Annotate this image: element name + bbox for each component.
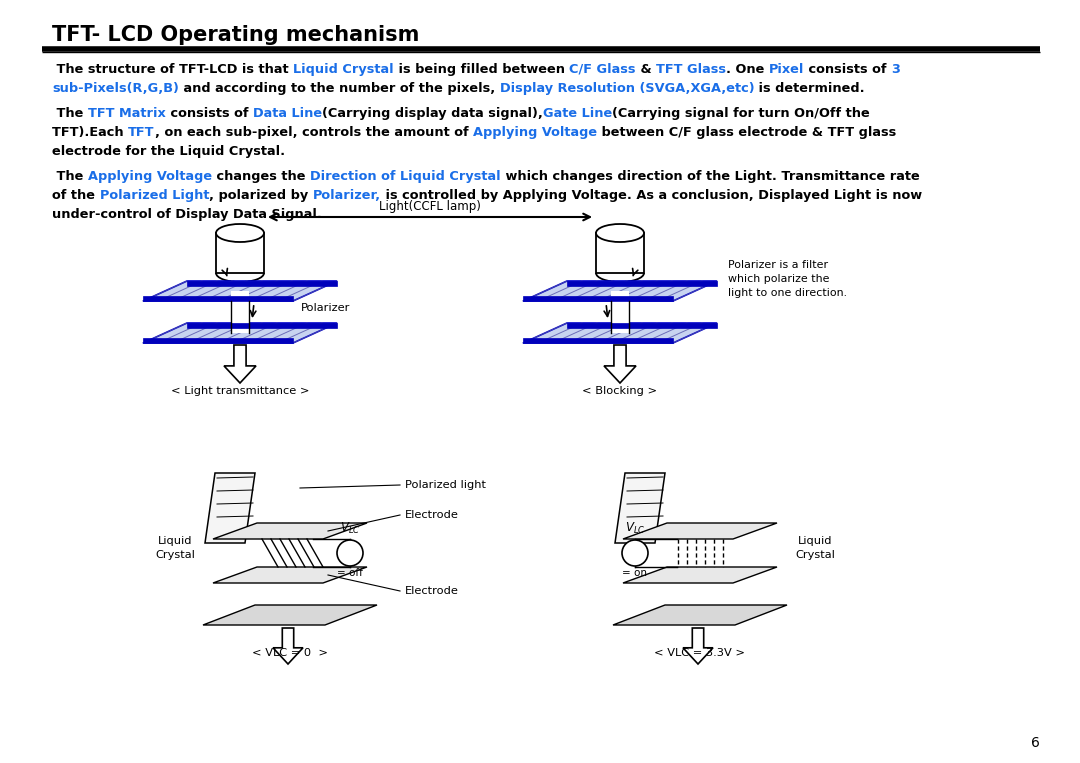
Polygon shape <box>224 345 256 383</box>
Text: &: & <box>636 63 656 76</box>
Bar <box>216 233 264 273</box>
Polygon shape <box>567 323 717 328</box>
Bar <box>231 291 249 333</box>
Text: and according to the number of the pixels,: and according to the number of the pixel… <box>179 82 500 95</box>
Text: $V_{LC}$: $V_{LC}$ <box>340 521 360 536</box>
Text: $V_{LC}$: $V_{LC}$ <box>625 521 645 536</box>
Text: consists of: consists of <box>165 107 253 120</box>
Text: , polarized by: , polarized by <box>210 189 313 202</box>
Polygon shape <box>143 296 293 301</box>
Polygon shape <box>213 567 367 583</box>
Text: Polarized light: Polarized light <box>405 480 486 490</box>
Text: Polarized Light: Polarized Light <box>99 189 210 202</box>
Text: Electrode: Electrode <box>405 586 459 596</box>
Text: The structure of TFT-LCD is that: The structure of TFT-LCD is that <box>52 63 293 76</box>
Text: = on: = on <box>622 568 648 578</box>
Text: consists of: consists of <box>805 63 891 76</box>
Polygon shape <box>213 523 367 539</box>
Text: Applying Voltage: Applying Voltage <box>87 170 212 183</box>
Text: The: The <box>52 170 87 183</box>
Text: < Blocking >: < Blocking > <box>582 386 658 396</box>
Text: Light(CCFL lamp): Light(CCFL lamp) <box>379 200 481 213</box>
Text: 6: 6 <box>1030 736 1039 750</box>
Text: Polarizer is a filter
which polarize the
light to one direction.: Polarizer is a filter which polarize the… <box>728 260 847 298</box>
Text: Electrode: Electrode <box>405 510 459 520</box>
Text: = off: = off <box>337 568 363 578</box>
Text: Applying Voltage: Applying Voltage <box>473 126 597 139</box>
Text: Liquid
Crystal: Liquid Crystal <box>795 536 835 559</box>
Polygon shape <box>143 281 337 301</box>
Polygon shape <box>567 281 717 286</box>
Text: Gate Line: Gate Line <box>542 107 612 120</box>
Polygon shape <box>205 473 255 543</box>
Text: Liquid Crystal: Liquid Crystal <box>293 63 394 76</box>
Text: The: The <box>52 107 87 120</box>
Text: Display Resolution (SVGA,XGA,etc): Display Resolution (SVGA,XGA,etc) <box>500 82 754 95</box>
Polygon shape <box>523 281 717 301</box>
Bar <box>611 291 629 333</box>
Polygon shape <box>143 323 337 343</box>
Text: Pixel: Pixel <box>769 63 805 76</box>
Text: (Carrying signal for turn On/Off the: (Carrying signal for turn On/Off the <box>612 107 869 120</box>
Polygon shape <box>187 323 337 328</box>
Text: Liquid
Crystal: Liquid Crystal <box>156 536 194 559</box>
Text: electrode for the Liquid Crystal.: electrode for the Liquid Crystal. <box>52 145 285 158</box>
Circle shape <box>337 540 363 566</box>
Text: Direction of Liquid Crystal: Direction of Liquid Crystal <box>310 170 501 183</box>
Text: < Light transmittance >: < Light transmittance > <box>171 386 309 396</box>
Text: changes the: changes the <box>212 170 310 183</box>
Text: < VLC = 3.3V >: < VLC = 3.3V > <box>654 648 745 658</box>
Bar <box>596 233 644 273</box>
Text: is controlled by Applying Voltage. As a conclusion, Displayed Light is now: is controlled by Applying Voltage. As a … <box>381 189 922 202</box>
Polygon shape <box>623 567 777 583</box>
Text: TFT- LCD Operating mechanism: TFT- LCD Operating mechanism <box>52 25 419 45</box>
Polygon shape <box>273 628 303 664</box>
Polygon shape <box>523 323 717 343</box>
Text: < VLC = 0  >: < VLC = 0 > <box>252 648 328 658</box>
Polygon shape <box>523 338 673 343</box>
Text: is determined.: is determined. <box>754 82 865 95</box>
Text: 3: 3 <box>891 63 900 76</box>
Text: under-control of Display Data Signal.: under-control of Display Data Signal. <box>52 208 322 221</box>
Text: which changes direction of the Light. Transmittance rate: which changes direction of the Light. Tr… <box>501 170 919 183</box>
Polygon shape <box>203 605 377 625</box>
Text: Polarizer,: Polarizer, <box>313 189 381 202</box>
Text: Data Line: Data Line <box>253 107 322 120</box>
Text: Polarizer: Polarizer <box>301 303 350 313</box>
Text: TFT: TFT <box>129 126 154 139</box>
Text: C/F Glass: C/F Glass <box>569 63 636 76</box>
Text: TFT).Each: TFT).Each <box>52 126 129 139</box>
Text: TFT Matrix: TFT Matrix <box>87 107 165 120</box>
Polygon shape <box>615 473 665 543</box>
Text: TFT Glass: TFT Glass <box>656 63 726 76</box>
Polygon shape <box>523 296 673 301</box>
Circle shape <box>622 540 648 566</box>
Text: of the: of the <box>52 189 99 202</box>
Polygon shape <box>683 628 713 664</box>
Text: . One: . One <box>726 63 769 76</box>
Text: (Carrying display data signal),: (Carrying display data signal), <box>322 107 542 120</box>
Polygon shape <box>187 281 337 286</box>
Polygon shape <box>604 345 636 383</box>
Polygon shape <box>623 523 777 539</box>
Text: sub-Pixels(R,G,B): sub-Pixels(R,G,B) <box>52 82 179 95</box>
Ellipse shape <box>596 224 644 242</box>
Text: between C/F glass electrode & TFT glass: between C/F glass electrode & TFT glass <box>597 126 896 139</box>
Polygon shape <box>613 605 787 625</box>
Ellipse shape <box>216 224 264 242</box>
Text: is being filled between: is being filled between <box>394 63 569 76</box>
Text: , on each sub-pixel, controls the amount of: , on each sub-pixel, controls the amount… <box>154 126 473 139</box>
Polygon shape <box>143 338 293 343</box>
